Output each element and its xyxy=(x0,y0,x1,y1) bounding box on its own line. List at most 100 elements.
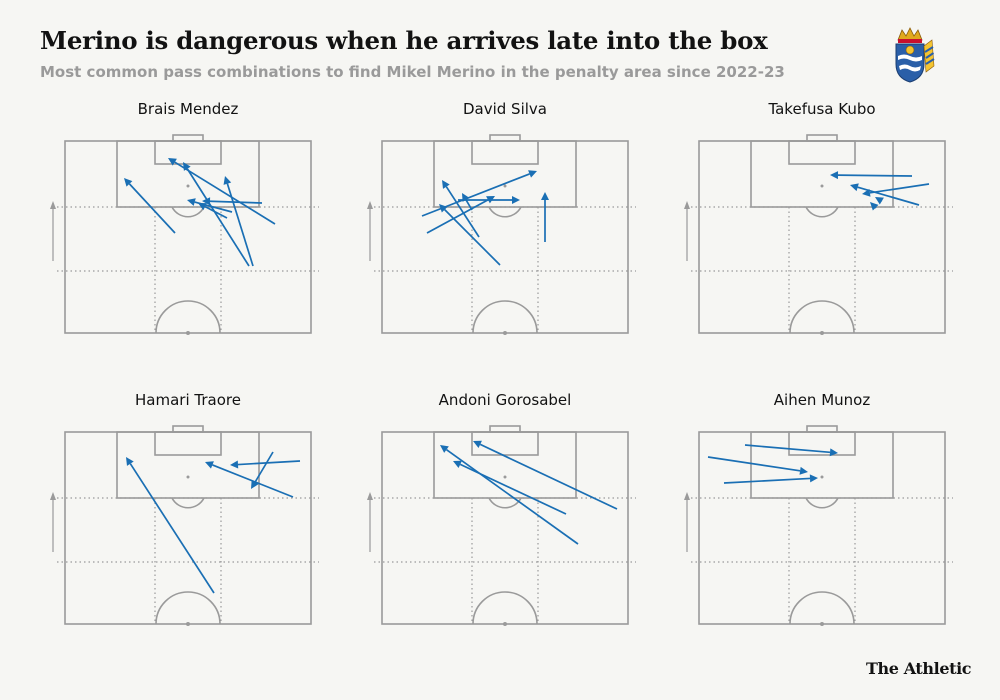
attack-label: Attack xyxy=(45,226,46,256)
penalty-arc xyxy=(488,206,522,218)
attack-label: Attack xyxy=(362,517,363,547)
pass-arrowhead xyxy=(453,460,462,469)
goal xyxy=(806,425,838,433)
pass-line xyxy=(426,199,489,234)
centre-circle xyxy=(789,591,855,625)
pitch-chart: Attack xyxy=(679,425,953,626)
attack-arrow-head xyxy=(50,201,56,209)
attack-direction: Attack xyxy=(679,492,690,552)
pass-arrow xyxy=(439,204,501,266)
pass-line xyxy=(459,463,567,515)
centre-spot xyxy=(186,331,190,335)
pass-arrowhead xyxy=(124,178,133,187)
pass-arrowhead xyxy=(198,203,207,211)
pass-arrowhead xyxy=(205,461,214,469)
centre-spot xyxy=(186,622,190,626)
goal xyxy=(806,134,838,142)
attack-label: Attack xyxy=(45,517,46,547)
pass-arrow xyxy=(183,162,250,267)
penalty-box xyxy=(433,431,577,499)
pass-arrow xyxy=(875,197,884,205)
pass-line xyxy=(204,205,228,219)
pass-arrow xyxy=(830,171,913,180)
pass-line xyxy=(465,199,473,211)
attack-arrow-head xyxy=(367,201,373,209)
penalty-spot xyxy=(503,475,507,479)
pass-line xyxy=(723,477,811,484)
pitch-chart: Attack xyxy=(679,134,953,335)
attack-arrow-head xyxy=(684,492,690,500)
pass-arrow xyxy=(202,197,263,206)
six-yard-box xyxy=(154,431,222,456)
attack-direction: Attack xyxy=(679,201,690,261)
pitch-chart: Attack xyxy=(45,425,319,626)
attack-arrow-head xyxy=(367,492,373,500)
panel-title: Brais Mendez xyxy=(137,100,239,118)
pass-arrowhead xyxy=(202,197,211,206)
attack-label: Attack xyxy=(362,226,363,256)
penalty-box xyxy=(433,140,577,208)
attack-direction: Attack xyxy=(45,201,56,261)
pass-arrow xyxy=(126,457,215,594)
attack-arrow-head xyxy=(684,201,690,209)
pass-arrow xyxy=(124,178,176,234)
pass-arrow xyxy=(870,202,879,211)
goal xyxy=(172,134,204,142)
centre-spot xyxy=(820,331,824,335)
pass-line xyxy=(837,174,913,177)
pass-arrow xyxy=(850,183,920,206)
pass-arrowhead xyxy=(442,180,450,189)
pass-arrowhead xyxy=(440,445,449,453)
pass-line xyxy=(744,444,831,454)
pass-line xyxy=(479,443,618,510)
panel-title: David Silva xyxy=(462,100,547,118)
pass-arrow xyxy=(205,461,294,498)
chart-title: Merino is dangerous when he arrives late… xyxy=(40,26,768,55)
pass-line xyxy=(209,200,263,204)
centre-circle xyxy=(155,591,221,625)
penalty-arc xyxy=(805,497,839,509)
penalty-spot xyxy=(186,475,190,479)
pass-line xyxy=(186,168,250,267)
pass-line xyxy=(254,451,274,483)
pass-arrowhead xyxy=(528,170,537,178)
panel-title: Andoni Gorosabel xyxy=(438,391,572,409)
panel-title: Hamari Traore xyxy=(135,391,241,409)
pass-arrowhead xyxy=(230,460,239,469)
pitch-outline xyxy=(64,431,312,625)
centre-circle xyxy=(472,300,538,334)
penalty-spot xyxy=(186,184,190,188)
pass-arrow xyxy=(251,451,274,489)
penalty-arc xyxy=(171,497,205,509)
real-sociedad-crest-icon xyxy=(895,27,935,83)
pitch-outline xyxy=(698,140,946,334)
pass-line xyxy=(857,186,920,206)
pass-line xyxy=(869,183,930,194)
pitch-outline xyxy=(381,140,629,334)
pitch-chart: Attack xyxy=(362,134,636,335)
pass-arrowhead xyxy=(126,457,134,466)
goal xyxy=(489,134,521,142)
penalty-arc xyxy=(171,206,205,218)
centre-spot xyxy=(503,331,507,335)
pass-arrow xyxy=(440,445,579,545)
attack-direction: Attack xyxy=(45,492,56,552)
centre-circle xyxy=(789,300,855,334)
six-yard-box xyxy=(154,140,222,165)
pass-arrow xyxy=(223,176,254,267)
pass-arrowhead xyxy=(168,158,177,166)
pitch-chart: Attack xyxy=(362,425,636,626)
pitch-markings xyxy=(57,425,319,626)
centre-spot xyxy=(820,622,824,626)
pass-arrowhead xyxy=(830,171,839,180)
penalty-arc xyxy=(805,206,839,218)
attack-label: Attack xyxy=(679,226,680,256)
six-yard-box xyxy=(788,140,856,165)
pass-arrow xyxy=(198,203,228,219)
pass-arrow xyxy=(744,444,838,457)
six-yard-box xyxy=(471,140,539,165)
pass-arrow xyxy=(723,474,818,484)
attack-arrow-head xyxy=(50,492,56,500)
pass-line xyxy=(445,186,480,238)
attack-direction: Attack xyxy=(362,492,373,552)
